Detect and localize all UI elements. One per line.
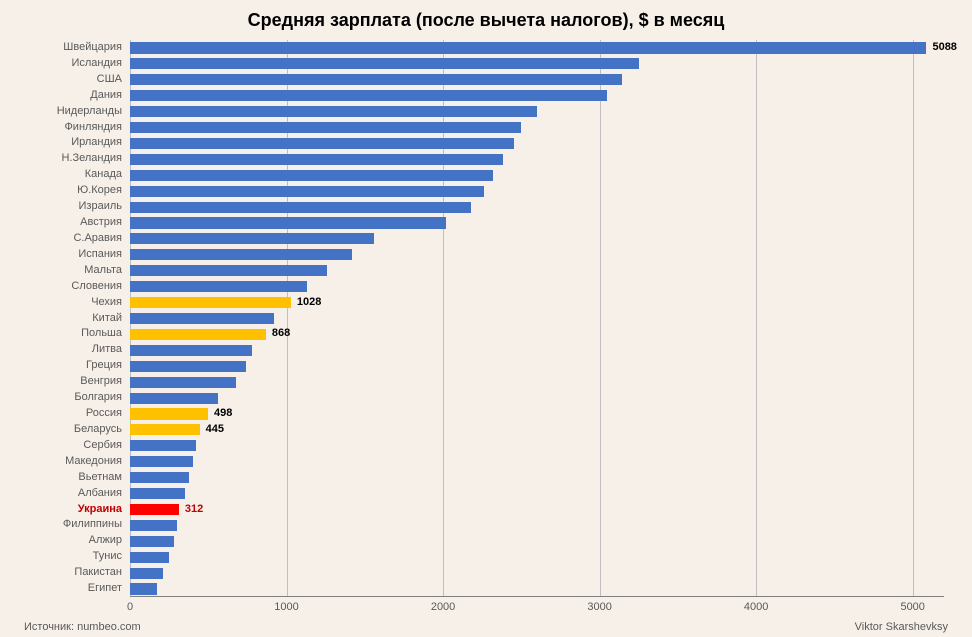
y-label: Дания bbox=[0, 88, 122, 104]
y-label: Австрия bbox=[0, 215, 122, 231]
gridline bbox=[756, 40, 757, 597]
bar bbox=[130, 202, 471, 213]
y-label: Греция bbox=[0, 358, 122, 374]
y-label: Вьетнам bbox=[0, 470, 122, 486]
bar bbox=[130, 217, 446, 228]
bar bbox=[130, 313, 274, 324]
y-label: Китай bbox=[0, 311, 122, 327]
y-label: Беларусь bbox=[0, 422, 122, 438]
y-label: Словения bbox=[0, 279, 122, 295]
y-label: Македония bbox=[0, 454, 122, 470]
plot-area: 0100020003000400050005088102886849844531… bbox=[130, 40, 944, 597]
bar bbox=[130, 568, 163, 579]
y-label: Литва bbox=[0, 342, 122, 358]
x-tick-label: 4000 bbox=[744, 601, 768, 613]
bar bbox=[130, 345, 252, 356]
bar bbox=[130, 281, 307, 292]
bar bbox=[130, 329, 266, 340]
y-label: Россия bbox=[0, 406, 122, 422]
bar-value-label: 312 bbox=[185, 502, 203, 518]
bar bbox=[130, 170, 493, 181]
y-label: Н.Зеландия bbox=[0, 151, 122, 167]
y-label: Канада bbox=[0, 167, 122, 183]
y-label: Чехия bbox=[0, 295, 122, 311]
gridline bbox=[913, 40, 914, 597]
source-label: Источник: numbeo.com bbox=[24, 621, 141, 633]
bar bbox=[130, 440, 196, 451]
gridline bbox=[600, 40, 601, 597]
y-label: Алжир bbox=[0, 533, 122, 549]
bar bbox=[130, 58, 639, 69]
x-tick-label: 1000 bbox=[274, 601, 298, 613]
y-label: Египет bbox=[0, 581, 122, 597]
bar bbox=[130, 488, 185, 499]
bar-value-label: 445 bbox=[206, 422, 224, 438]
bar-value-label: 5088 bbox=[932, 40, 956, 56]
bar bbox=[130, 297, 291, 308]
bar bbox=[130, 552, 169, 563]
y-label: Мальта bbox=[0, 263, 122, 279]
bar bbox=[130, 504, 179, 515]
bar bbox=[130, 456, 193, 467]
bar-value-label: 498 bbox=[214, 406, 232, 422]
y-label: США bbox=[0, 72, 122, 88]
bar bbox=[130, 520, 177, 531]
bar bbox=[130, 265, 327, 276]
y-label: С.Аравия bbox=[0, 231, 122, 247]
bar bbox=[130, 154, 503, 165]
bar bbox=[130, 583, 157, 594]
y-label: Украина bbox=[0, 502, 122, 518]
y-label: Ю.Корея bbox=[0, 183, 122, 199]
y-label: Финляндия bbox=[0, 120, 122, 136]
y-label: Швейцария bbox=[0, 40, 122, 56]
y-label: Исландия bbox=[0, 56, 122, 72]
bar bbox=[130, 122, 521, 133]
bar bbox=[130, 424, 200, 435]
bar bbox=[130, 138, 514, 149]
bar bbox=[130, 74, 622, 85]
x-tick-label: 0 bbox=[127, 601, 133, 613]
bar bbox=[130, 249, 352, 260]
y-label: Пакистан bbox=[0, 565, 122, 581]
author-label: Viktor Skarshevksy bbox=[855, 621, 948, 633]
chart-title: Средняя зарплата (после вычета налогов),… bbox=[0, 10, 972, 31]
y-label: Венгрия bbox=[0, 374, 122, 390]
y-label: Польша bbox=[0, 326, 122, 342]
y-label: Ирландия bbox=[0, 135, 122, 151]
bar bbox=[130, 536, 174, 547]
chart-canvas: Средняя зарплата (после вычета налогов),… bbox=[0, 0, 972, 637]
x-tick-label: 2000 bbox=[431, 601, 455, 613]
bar bbox=[130, 186, 484, 197]
x-axis-line bbox=[130, 596, 944, 597]
y-label: Тунис bbox=[0, 549, 122, 565]
y-label: Испания bbox=[0, 247, 122, 263]
bar-value-label: 868 bbox=[272, 326, 290, 342]
bar bbox=[130, 393, 218, 404]
bar bbox=[130, 472, 189, 483]
bar bbox=[130, 361, 246, 372]
x-tick-label: 3000 bbox=[587, 601, 611, 613]
bar-value-label: 1028 bbox=[297, 295, 321, 311]
bar bbox=[130, 106, 537, 117]
y-label: Сербия bbox=[0, 438, 122, 454]
y-label: Албания bbox=[0, 486, 122, 502]
y-label: Нидерланды bbox=[0, 104, 122, 120]
y-label: Болгария bbox=[0, 390, 122, 406]
bar bbox=[130, 377, 236, 388]
bar bbox=[130, 233, 374, 244]
y-label: Филиппины bbox=[0, 517, 122, 533]
y-label: Израиль bbox=[0, 199, 122, 215]
bar bbox=[130, 42, 926, 53]
bar bbox=[130, 408, 208, 419]
x-tick-label: 5000 bbox=[900, 601, 924, 613]
bar bbox=[130, 90, 607, 101]
